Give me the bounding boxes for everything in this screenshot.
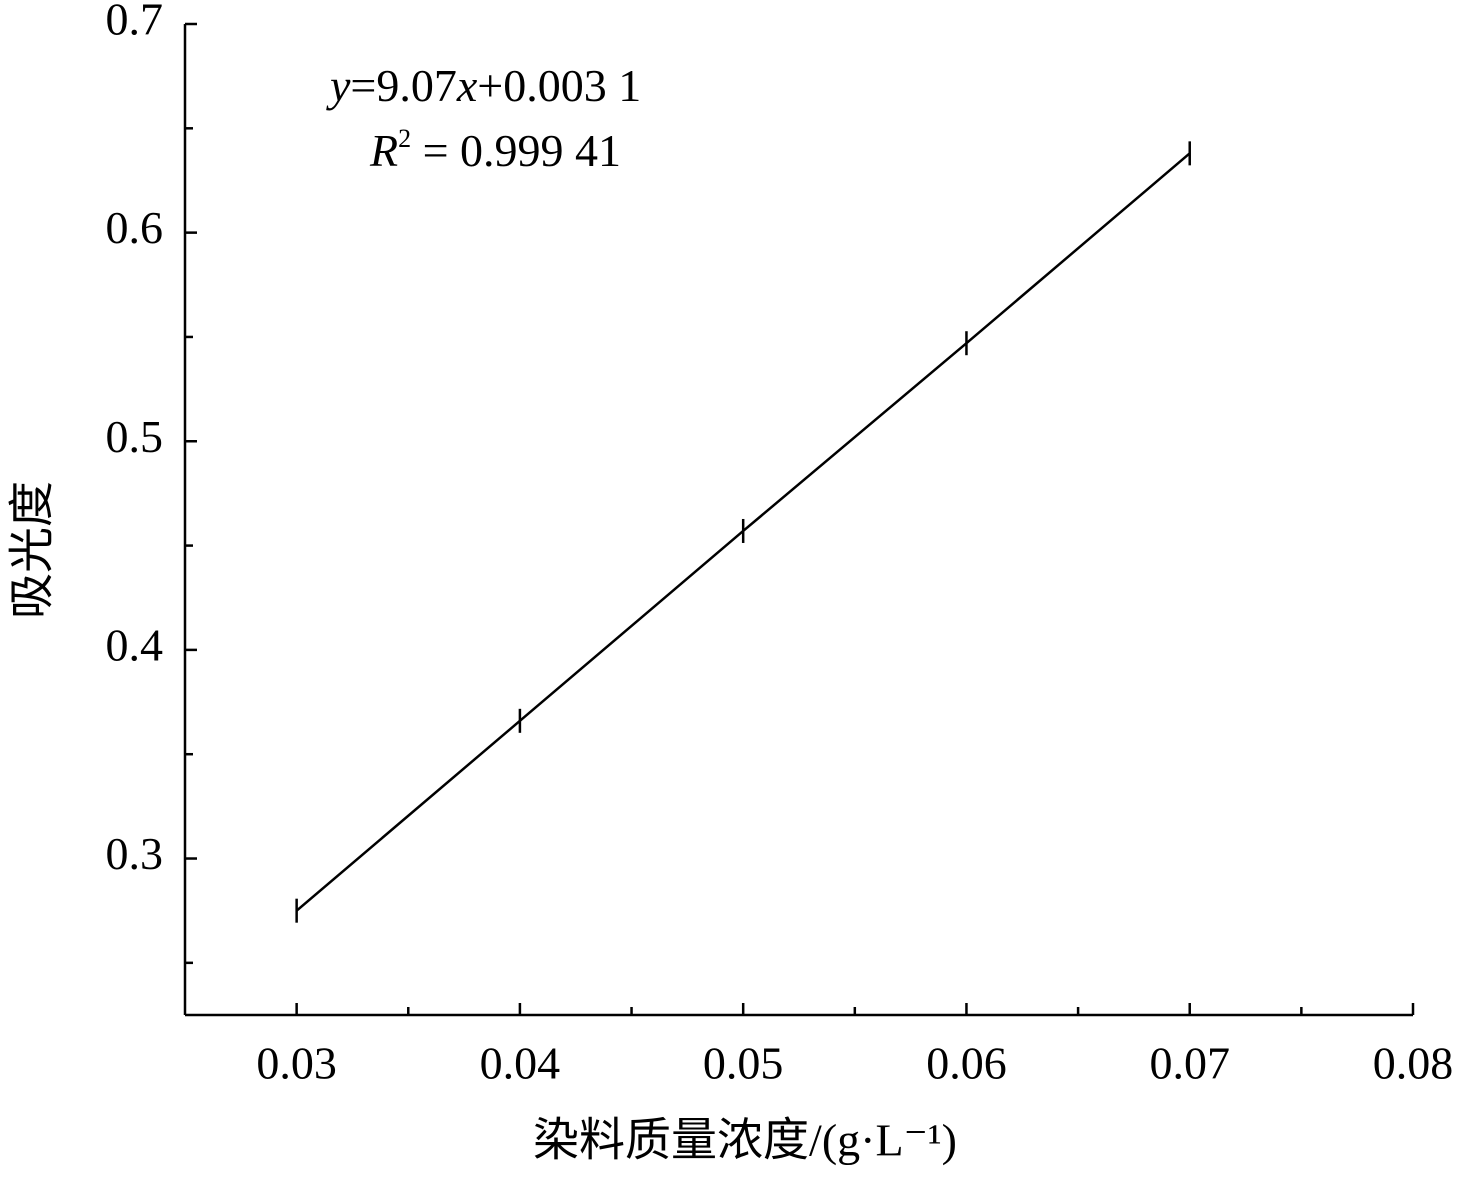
annotation-part: R xyxy=(369,125,398,176)
y-tick-label: 0.5 xyxy=(106,411,164,462)
annotation-part: +0.003 1 xyxy=(477,60,641,111)
r-squared: R2 = 0.999 41 xyxy=(369,124,621,176)
annotation-part: = 0.999 41 xyxy=(411,125,621,176)
annotation-part: x xyxy=(456,60,478,111)
y-axis-label: 吸光度 xyxy=(5,481,59,619)
annotation-part: y xyxy=(326,60,351,111)
x-tick-label: 0.07 xyxy=(1149,1038,1230,1089)
x-tick-label: 0.03 xyxy=(256,1038,337,1089)
x-tick-label: 0.08 xyxy=(1373,1038,1454,1089)
y-tick-label: 0.4 xyxy=(106,619,164,670)
x-axis-label: 染料质量浓度/(g·L⁻¹) xyxy=(533,1115,957,1166)
x-tick-label: 0.04 xyxy=(480,1038,561,1089)
y-tick-label: 0.7 xyxy=(106,0,164,45)
equation: y=9.07x+0.003 1 xyxy=(326,60,641,111)
annotation-part: =9.07 xyxy=(350,60,456,111)
annotation-part: 2 xyxy=(398,124,411,153)
y-tick-label: 0.3 xyxy=(106,828,164,879)
x-tick-label: 0.05 xyxy=(703,1038,784,1089)
x-tick-label: 0.06 xyxy=(926,1038,1007,1089)
y-tick-label: 0.6 xyxy=(106,202,164,253)
